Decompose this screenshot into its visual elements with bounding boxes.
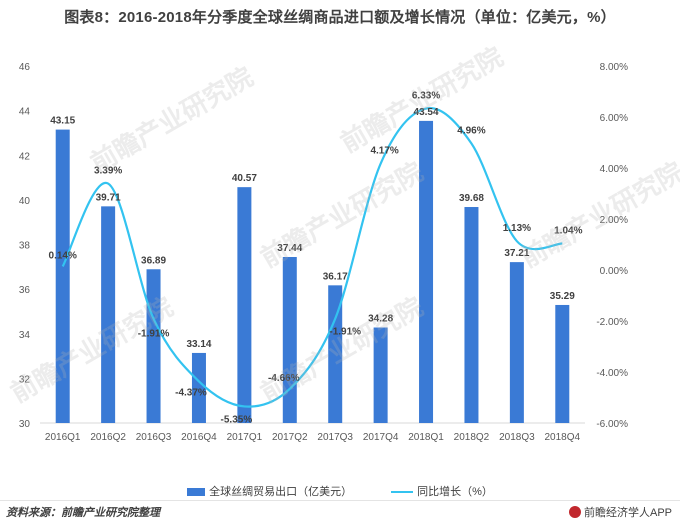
right-tick-label: 2.00% <box>600 215 628 226</box>
bar-value-label: 39.68 <box>459 193 484 204</box>
line-value-label: -5.35% <box>221 414 253 425</box>
line-data-labels: 0.14% 3.39% -1.91% -4.37% -5.35% -4.66% -1.91%… <box>49 91 583 426</box>
x-tick-label: 2016Q1 <box>45 432 81 443</box>
bar-value-label: 37.21 <box>504 248 529 259</box>
right-tick-label: -2.00% <box>596 317 628 328</box>
bar-value-label: 40.57 <box>232 173 257 184</box>
right-tick-label: -4.00% <box>596 368 628 379</box>
source-note: 资料来源：前瞻产业研究院整理 <box>6 507 160 519</box>
footer: 资料来源：前瞻产业研究院整理 前瞻经济学人APP <box>0 500 680 521</box>
line-value-label: 0.14% <box>49 250 77 261</box>
x-tick-label: 2018Q1 <box>408 432 444 443</box>
line-value-label: -1.91% <box>329 327 361 338</box>
bar-value-label: 34.28 <box>368 314 393 325</box>
bar-value-label: 36.89 <box>141 255 166 266</box>
right-tick-label: 0.00% <box>600 266 628 277</box>
bar <box>464 207 479 423</box>
right-tick-label: 6.00% <box>600 113 628 124</box>
right-tick-label: 8.00% <box>600 62 628 73</box>
left-tick-label: 44 <box>19 107 31 118</box>
bar-value-label: 39.71 <box>96 192 121 203</box>
bar-value-label: 43.54 <box>414 107 439 118</box>
line-value-label: -4.66% <box>268 373 300 384</box>
left-axis: 30 32 34 36 38 40 42 44 46 <box>19 62 31 430</box>
line-value-label: 3.39% <box>94 166 122 177</box>
bar <box>237 187 252 423</box>
right-tick-label: 4.00% <box>600 164 628 175</box>
bar-series <box>55 120 570 424</box>
left-tick-label: 40 <box>19 196 31 207</box>
combo-chart: 30 32 34 36 38 40 42 44 46 -6.00% -4.00% -2.00% 0.0… <box>19 62 628 443</box>
line-value-label: -1.91% <box>138 329 170 340</box>
line-value-label: 4.96% <box>457 126 485 137</box>
right-tick-label: -6.00% <box>596 419 628 430</box>
legend-bar-label: 全球丝绸贸易出口（亿美元） <box>209 486 353 498</box>
line-value-label: 1.13% <box>503 223 531 234</box>
bar <box>146 269 161 423</box>
x-tick-label: 2016Q3 <box>136 432 172 443</box>
bar <box>555 304 570 423</box>
legend-line-label: 同比增长（%） <box>417 486 493 498</box>
x-tick-label: 2017Q2 <box>272 432 308 443</box>
right-axis: -6.00% -4.00% -2.00% 0.00% 2.00% 4.00% 6.00% 8.… <box>596 62 628 430</box>
left-tick-label: 42 <box>19 151 31 162</box>
chart-title: 图表8：2016-2018年分季度全球丝绸商品进口额及增长情况（单位：亿美元，%… <box>64 9 616 26</box>
bar <box>55 129 70 423</box>
left-tick-label: 30 <box>19 419 31 430</box>
left-tick-label: 32 <box>19 374 31 385</box>
brand-logo-icon <box>568 506 581 518</box>
bar-value-label: 35.29 <box>550 291 575 302</box>
left-tick-label: 34 <box>19 330 31 341</box>
x-axis: 2016Q1 2016Q2 2016Q3 2016Q4 2017Q1 2017Q2 2017… <box>45 432 581 443</box>
bar <box>282 256 297 423</box>
x-tick-label: 2017Q3 <box>317 432 353 443</box>
bar <box>101 206 116 423</box>
bar-value-label: 37.44 <box>277 243 302 254</box>
brand: 前瞻经济学人APP <box>568 504 672 520</box>
line-value-label: 4.17% <box>370 146 398 157</box>
x-tick-label: 2018Q4 <box>544 432 580 443</box>
brand-label: 前瞻经济学人APP <box>583 507 672 519</box>
x-tick-label: 2016Q4 <box>181 432 217 443</box>
legend-bar-swatch <box>187 488 206 497</box>
legend-line-item: 同比增长（%） <box>391 483 493 499</box>
x-tick-label: 2018Q3 <box>499 432 535 443</box>
bar-data-labels: 43.15 39.71 36.89 33.14 40.57 37.44 36.17 34.28… <box>50 107 575 350</box>
bar <box>419 120 434 424</box>
growth-line <box>61 107 563 408</box>
bar <box>328 285 343 423</box>
legend-line-swatch <box>391 491 414 494</box>
x-tick-label: 2017Q1 <box>227 432 263 443</box>
bar <box>191 352 206 423</box>
line-value-label: -4.37% <box>175 387 207 398</box>
legend: 全球丝绸贸易出口（亿美元） 同比增长（%） <box>0 483 680 499</box>
bar-value-label: 36.17 <box>323 271 348 282</box>
x-tick-label: 2017Q4 <box>363 432 399 443</box>
line-value-label: 1.04% <box>554 225 582 236</box>
legend-bar-item: 全球丝绸贸易出口（亿美元） <box>187 483 352 499</box>
line-value-label: 6.33% <box>412 91 440 102</box>
bar-value-label: 33.14 <box>186 339 211 350</box>
x-tick-label: 2016Q2 <box>90 432 126 443</box>
left-tick-label: 38 <box>19 241 31 252</box>
left-tick-label: 36 <box>19 285 31 296</box>
bar <box>373 327 388 423</box>
bar <box>509 262 524 423</box>
bar-value-label: 43.15 <box>50 116 75 127</box>
left-tick-label: 46 <box>19 62 31 73</box>
x-tick-label: 2018Q2 <box>454 432 490 443</box>
